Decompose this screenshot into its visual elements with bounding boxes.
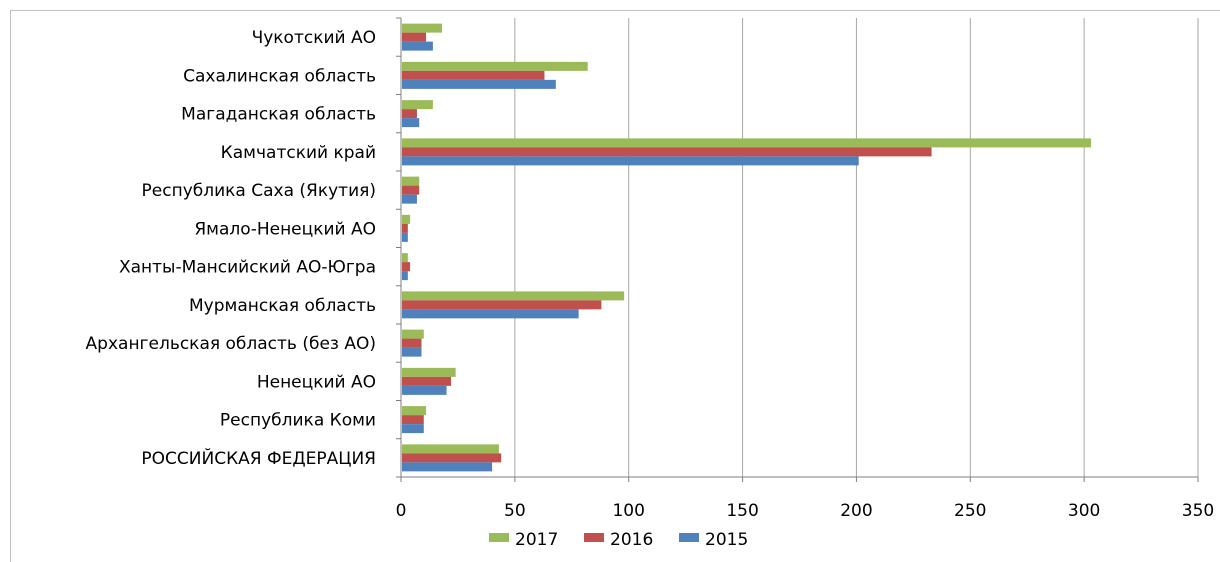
legend-label-2017: 2017 [515,530,558,550]
x-tick-label: 250 [954,501,986,521]
category-label: Чукотский АО [252,28,376,48]
bar-2017 [402,406,427,416]
bar-2015 [402,79,556,89]
bar-2015 [402,462,493,472]
bar-2015 [402,309,579,319]
x-tick-label: 300 [1068,501,1100,521]
bar-2015 [402,156,859,166]
bar-2015 [402,41,433,51]
category-label: Мурманская область [189,296,376,316]
axes [396,17,1199,482]
bar-2017 [402,61,588,71]
bar-2017 [402,23,442,33]
bar-2017 [402,100,433,110]
category-label: РОССИЙСКАЯ ФЕДЕРАЦИЯ [141,447,376,469]
bar-2015 [402,424,424,434]
category-labels: Чукотский АО Сахалинская область Магаданск… [86,28,376,469]
bar-2015 [402,118,420,128]
category-label: Магаданская область [181,105,376,125]
bar-2016 [402,147,932,157]
bar-2016 [402,32,427,42]
category-label: Республика Саха (Якутия) [142,181,376,201]
legend-swatch-2015 [679,533,699,542]
bar-2017 [402,214,411,224]
legend: 2017 2016 2015 [489,530,748,550]
bar-2015 [402,271,408,281]
bar-2017 [402,444,499,454]
x-tick-label: 100 [612,501,644,521]
bar-2015 [402,385,447,395]
bar-2016 [402,376,452,386]
chart-frame [10,10,1220,562]
category-label: Ненецкий АО [257,372,376,392]
bar-2016 [402,185,420,195]
x-tick-label: 50 [504,501,526,521]
category-label: Сахалинская область [183,66,376,86]
tick-labels: 0 50 100 150 200 250 300 350 [396,501,1215,521]
bars [402,23,1091,472]
x-tick-label: 200 [840,501,872,521]
bar-2016 [402,262,411,272]
x-tick-label: 150 [726,501,758,521]
bar-2016 [402,453,502,463]
category-label: Камчатский край [221,143,376,163]
bar-2017 [402,291,625,301]
legend-swatch-2016 [584,533,604,542]
bar-2016 [402,223,408,233]
category-label: Архангельская область (без АО) [86,334,376,354]
category-label: Ханты-Мансийский АО-Югра [119,258,376,278]
bar-2015 [402,232,408,242]
bar-2017 [402,138,1091,148]
legend-label-2015: 2015 [705,530,748,550]
bar-2017 [402,253,408,263]
bar-2017 [402,329,424,339]
bar-2016 [402,70,545,80]
legend-swatch-2017 [489,533,509,542]
bar-2015 [402,194,417,204]
bar-2015 [402,347,422,357]
bar-2017 [402,176,420,186]
category-label: Ямало-Ненецкий АО [194,219,376,239]
bar-2017 [402,367,456,377]
gridlines [514,18,1199,477]
x-tick-label: 0 [396,501,407,521]
legend-label-2016: 2016 [610,530,653,550]
category-label: Республика Коми [220,411,376,431]
bar-2016 [402,300,602,310]
bar-2016 [402,109,417,119]
bar-2016 [402,338,422,348]
bar-2016 [402,415,424,425]
x-tick-label: 350 [1182,501,1214,521]
